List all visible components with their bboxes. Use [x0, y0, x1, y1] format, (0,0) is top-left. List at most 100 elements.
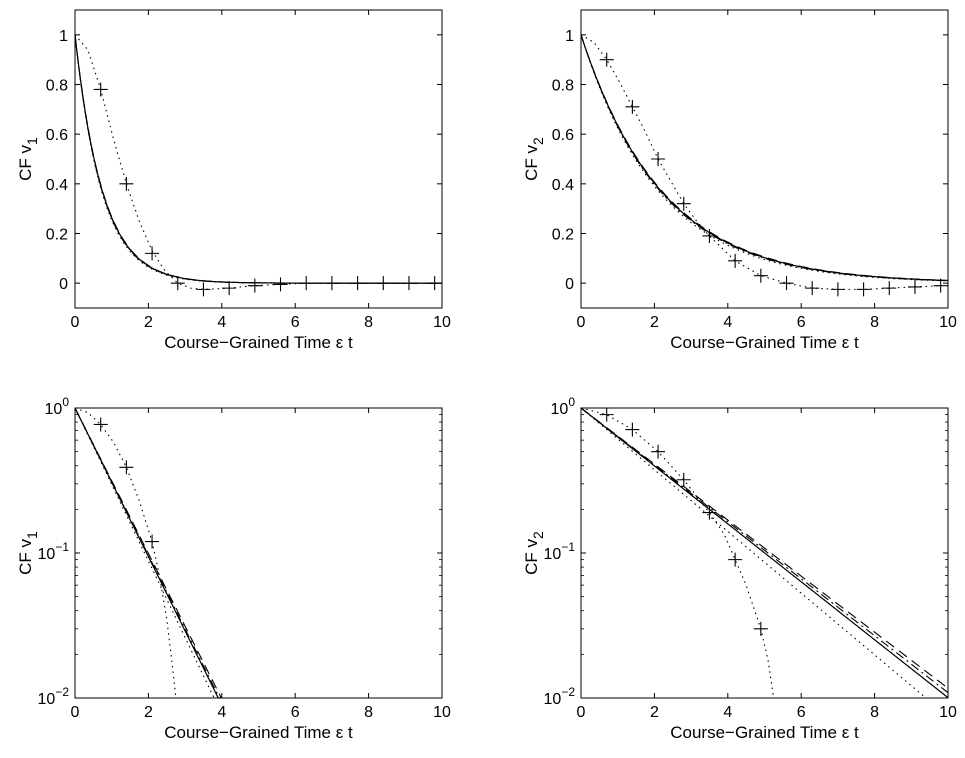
y-tick-label: 0.8 [46, 78, 68, 95]
plot-area [581, 408, 948, 698]
y-tick-label: 0.8 [552, 78, 574, 95]
x-axis-label: Course−Grained Time ε t [670, 723, 859, 742]
x-tick-label: 10 [433, 314, 451, 331]
data-point-marker [753, 268, 768, 283]
x-tick-label: 2 [144, 704, 153, 721]
x-tick-label: 0 [71, 704, 80, 721]
data-point-marker [119, 176, 134, 191]
x-tick-label: 6 [797, 704, 806, 721]
y-axis-label: CF v1 [16, 137, 40, 181]
y-tick-label: 10−2 [38, 685, 70, 708]
chart-panel-bottom-left: 0 2 4 6 8 10 100 10−1 10−2 Course−Grained Time ε … [16, 395, 451, 742]
data-point-marker [119, 460, 134, 475]
data-point-marker [196, 282, 211, 297]
data-point-marker [651, 152, 666, 166]
y-tick-label: 0.4 [552, 177, 574, 194]
y-axis-label: CF v2 [522, 137, 546, 181]
data-point-marker [599, 408, 614, 422]
y-axis-label: CF v1 [16, 531, 40, 575]
data-point-marker [830, 282, 845, 297]
x-tick-label: 8 [870, 704, 879, 721]
y-tick-label: 0 [59, 276, 68, 293]
data-point-marker [625, 99, 640, 114]
x-axis-label: Course−Grained Time ε t [164, 723, 353, 742]
plot-area [581, 34, 948, 297]
data-point-marker [779, 276, 794, 291]
series-line-dotted [75, 34, 442, 284]
axes-frame [74, 407, 443, 699]
axes-frame [74, 9, 443, 309]
data-point-marker [933, 278, 948, 293]
x-tick-label: 10 [939, 704, 957, 721]
x-tick-label: 10 [433, 704, 451, 721]
x-tick-label: 8 [870, 314, 879, 331]
series-line-dashdot [75, 408, 221, 698]
x-tick-label: 2 [650, 704, 659, 721]
x-tick-label: 6 [291, 314, 300, 331]
series-line-solid [75, 34, 442, 284]
x-tick-label: 8 [364, 314, 373, 331]
series-line-dotted [581, 408, 927, 698]
y-tick-label: 1 [565, 28, 574, 45]
x-tick-label: 6 [797, 314, 806, 331]
data-point-marker [702, 505, 717, 520]
data-point-marker [170, 276, 185, 291]
y-tick-label: 100 [45, 395, 70, 418]
data-point-marker [599, 52, 614, 67]
chart-panel-bottom-right: 0 2 4 6 8 10 100 10−1 10−2 Course−Grained Time ε … [522, 395, 957, 742]
data-point-marker [93, 417, 108, 432]
data-point-marker [702, 228, 717, 243]
data-point-marker [728, 253, 743, 268]
x-tick-label: 2 [144, 314, 153, 331]
x-tick-label: 0 [577, 314, 586, 331]
x-tick-label: 4 [217, 314, 226, 331]
data-point-marker [676, 472, 691, 487]
data-point-marker [299, 276, 314, 291]
series-line-dashed [75, 34, 442, 284]
data-point-marker [324, 276, 339, 291]
x-tick-label: 4 [723, 314, 732, 331]
y-tick-label: 0.6 [552, 127, 574, 144]
series-line-dotted [581, 34, 948, 282]
plot-area [75, 408, 222, 698]
y-tick-label: 0.4 [46, 177, 68, 194]
series-line-dashdot [581, 408, 948, 694]
data-point-marker [273, 277, 288, 292]
data-point-marker [625, 422, 640, 437]
y-tick-label: 0.2 [552, 227, 574, 244]
data-point-marker [676, 196, 691, 211]
y-tick-label: 1 [59, 28, 68, 45]
data-point-marker [93, 82, 108, 97]
data-point-marker [882, 281, 897, 296]
x-axis-label: Course−Grained Time ε t [164, 333, 353, 352]
x-tick-label: 4 [217, 704, 226, 721]
x-tick-label: 8 [364, 704, 373, 721]
x-tick-label: 6 [291, 704, 300, 721]
data-point-marker [247, 278, 262, 293]
chart-panel-top-right: 0 2 4 6 8 10 0 0.2 0.4 0.6 0.8 1 Course−Grained Time… [522, 9, 957, 352]
data-point-marker [651, 444, 666, 459]
x-tick-label: 10 [939, 314, 957, 331]
axes-frame [580, 9, 949, 309]
series-line-dashed [581, 408, 948, 689]
series-line-dotted [581, 34, 941, 290]
data-point-marker [907, 279, 922, 294]
y-tick-label: 0 [565, 276, 574, 293]
x-tick-label: 4 [723, 704, 732, 721]
x-axis-label: Course−Grained Time ε t [670, 333, 859, 352]
data-point-marker [856, 282, 871, 297]
data-point-marker [805, 281, 820, 296]
data-point-marker [145, 534, 160, 549]
y-tick-label: 10−1 [38, 540, 70, 563]
y-tick-label: 10−1 [544, 540, 576, 563]
series-line-dashdot [75, 34, 442, 284]
series-line-dashdot [581, 34, 948, 282]
plot-area [75, 34, 442, 297]
series-line-dotted [75, 34, 435, 290]
y-tick-label: 10−2 [544, 685, 576, 708]
y-axis-label: CF v2 [522, 531, 546, 575]
y-tick-label: 100 [551, 395, 576, 418]
data-point-marker [728, 552, 743, 567]
series-line-dotted [75, 408, 177, 698]
